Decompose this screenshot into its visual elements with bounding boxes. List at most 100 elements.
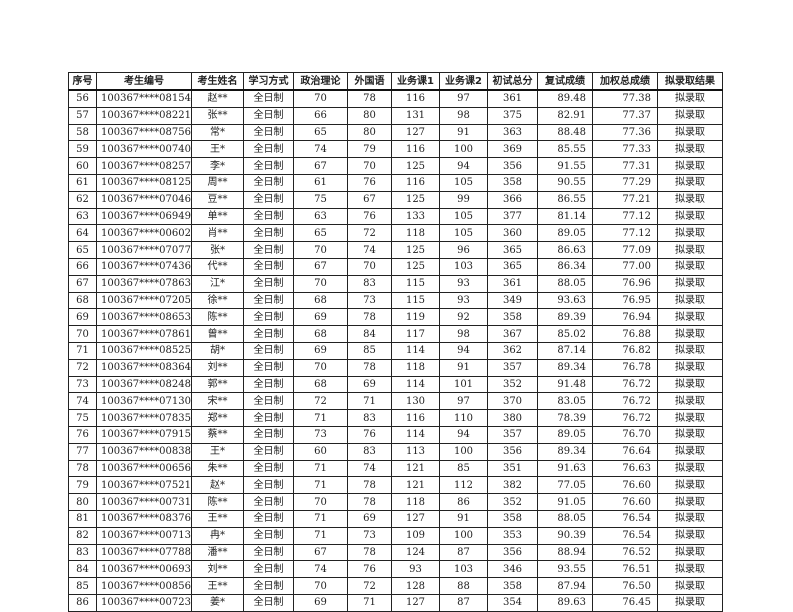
cell-foreign-language: 78 bbox=[347, 89, 392, 108]
cell-result: 拟录取 bbox=[657, 173, 723, 192]
cell-study-mode: 全日制 bbox=[243, 358, 294, 377]
cell-foreign-language: 80 bbox=[347, 106, 392, 125]
cell-candidate-id: 100367****08257 bbox=[96, 157, 192, 175]
cell-course1: 115 bbox=[391, 274, 440, 293]
cell-seq: 70 bbox=[68, 325, 97, 343]
cell-foreign-language: 73 bbox=[347, 526, 392, 545]
cell-politics: 73 bbox=[293, 425, 348, 444]
cell-seq: 64 bbox=[68, 224, 97, 243]
cell-name: 陈** bbox=[191, 493, 244, 511]
cell-name: 刘** bbox=[191, 358, 244, 377]
cell-study-mode: 全日制 bbox=[243, 123, 294, 142]
header-seq: 序号 bbox=[68, 72, 97, 91]
cell-course1: 131 bbox=[391, 106, 440, 125]
cell-study-mode: 全日制 bbox=[243, 291, 294, 310]
cell-result: 拟录取 bbox=[657, 577, 723, 595]
cell-politics: 67 bbox=[293, 157, 348, 175]
cell-prelim-total: 353 bbox=[487, 526, 538, 545]
cell-prelim-total: 349 bbox=[487, 291, 538, 310]
table-row: 77 100367****00838 王* 全日制 60 83 113 100 356 89.34… bbox=[68, 442, 723, 461]
cell-seq: 63 bbox=[68, 207, 97, 226]
cell-course1: 116 bbox=[391, 89, 440, 108]
cell-politics: 66 bbox=[293, 106, 348, 125]
cell-result: 拟录取 bbox=[657, 241, 723, 259]
cell-candidate-id: 100367****07915 bbox=[96, 425, 192, 444]
cell-politics: 70 bbox=[293, 493, 348, 511]
cell-name: 郭** bbox=[191, 375, 244, 394]
table-row: 83 100367****07788 潘** 全日制 67 78 124 87 356 88.94… bbox=[68, 543, 723, 562]
cell-course2: 86 bbox=[439, 493, 488, 511]
header-retest-score: 复试成绩 bbox=[537, 72, 593, 91]
cell-study-mode: 全日制 bbox=[243, 207, 294, 226]
header-prelim-total: 初试总分 bbox=[487, 72, 538, 91]
cell-weighted-total: 77.09 bbox=[592, 241, 658, 259]
cell-prelim-total: 382 bbox=[487, 476, 538, 495]
cell-name: 冉* bbox=[191, 526, 244, 545]
cell-course2: 93 bbox=[439, 274, 488, 293]
cell-weighted-total: 77.38 bbox=[592, 89, 658, 108]
cell-prelim-total: 358 bbox=[487, 509, 538, 528]
cell-retest-score: 87.14 bbox=[537, 341, 593, 360]
cell-study-mode: 全日制 bbox=[243, 442, 294, 461]
cell-prelim-total: 356 bbox=[487, 157, 538, 175]
cell-retest-score: 89.34 bbox=[537, 442, 593, 461]
cell-result: 拟录取 bbox=[657, 325, 723, 343]
cell-name: 徐** bbox=[191, 291, 244, 310]
cell-foreign-language: 73 bbox=[347, 291, 392, 310]
table-row: 78 100367****00656 朱** 全日制 71 74 121 85 351 91.63… bbox=[68, 459, 723, 478]
cell-name: 朱** bbox=[191, 459, 244, 478]
cell-retest-score: 91.63 bbox=[537, 459, 593, 478]
table-row: 69 100367****08653 陈** 全日制 69 78 119 92 358 89.39… bbox=[68, 308, 723, 327]
cell-weighted-total: 77.36 bbox=[592, 123, 658, 142]
cell-result: 拟录取 bbox=[657, 291, 723, 310]
cell-course2: 100 bbox=[439, 140, 488, 159]
cell-foreign-language: 69 bbox=[347, 509, 392, 528]
cell-course2: 103 bbox=[439, 257, 488, 276]
cell-prelim-total: 367 bbox=[487, 325, 538, 343]
cell-politics: 71 bbox=[293, 459, 348, 478]
header-name: 考生姓名 bbox=[191, 72, 244, 91]
cell-study-mode: 全日制 bbox=[243, 325, 294, 343]
cell-foreign-language: 76 bbox=[347, 560, 392, 579]
cell-study-mode: 全日制 bbox=[243, 493, 294, 511]
cell-seq: 83 bbox=[68, 543, 97, 562]
cell-seq: 77 bbox=[68, 442, 97, 461]
cell-course2: 103 bbox=[439, 560, 488, 579]
cell-study-mode: 全日制 bbox=[243, 341, 294, 360]
cell-course1: 125 bbox=[391, 157, 440, 175]
cell-course1: 121 bbox=[391, 476, 440, 495]
cell-candidate-id: 100367****00856 bbox=[96, 577, 192, 595]
cell-weighted-total: 76.72 bbox=[592, 375, 658, 394]
cell-retest-score: 89.63 bbox=[537, 593, 593, 612]
cell-course2: 105 bbox=[439, 207, 488, 226]
cell-politics: 70 bbox=[293, 577, 348, 595]
cell-course2: 93 bbox=[439, 291, 488, 310]
cell-course2: 112 bbox=[439, 476, 488, 495]
cell-prelim-total: 365 bbox=[487, 257, 538, 276]
cell-course1: 127 bbox=[391, 593, 440, 612]
cell-seq: 61 bbox=[68, 173, 97, 192]
cell-course1: 115 bbox=[391, 291, 440, 310]
cell-course2: 94 bbox=[439, 157, 488, 175]
cell-weighted-total: 77.29 bbox=[592, 173, 658, 192]
cell-candidate-id: 100367****07077 bbox=[96, 241, 192, 259]
cell-retest-score: 91.48 bbox=[537, 375, 593, 394]
cell-politics: 67 bbox=[293, 543, 348, 562]
cell-candidate-id: 100367****08653 bbox=[96, 308, 192, 327]
cell-course2: 91 bbox=[439, 123, 488, 142]
cell-course2: 91 bbox=[439, 509, 488, 528]
cell-weighted-total: 77.00 bbox=[592, 257, 658, 276]
cell-weighted-total: 76.82 bbox=[592, 341, 658, 360]
cell-candidate-id: 100367****08221 bbox=[96, 106, 192, 125]
cell-result: 拟录取 bbox=[657, 409, 723, 427]
cell-candidate-id: 100367****00723 bbox=[96, 593, 192, 612]
cell-prelim-total: 352 bbox=[487, 493, 538, 511]
cell-result: 拟录取 bbox=[657, 106, 723, 125]
cell-seq: 75 bbox=[68, 409, 97, 427]
cell-politics: 68 bbox=[293, 375, 348, 394]
table-row: 82 100367****00713 冉* 全日制 71 73 109 100 353 90.39… bbox=[68, 526, 723, 545]
cell-retest-score: 86.34 bbox=[537, 257, 593, 276]
cell-result: 拟录取 bbox=[657, 308, 723, 327]
cell-retest-score: 89.48 bbox=[537, 89, 593, 108]
cell-course1: 133 bbox=[391, 207, 440, 226]
